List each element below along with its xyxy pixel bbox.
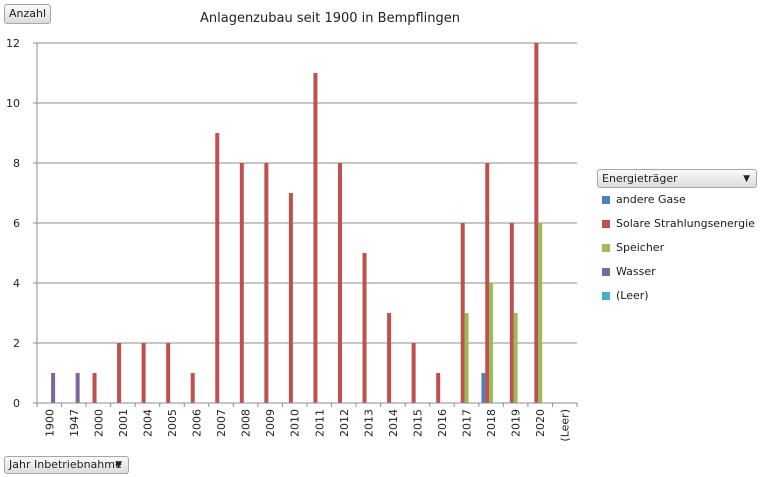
value-field-button[interactable]: Anzahl: [4, 4, 52, 24]
bar-solare-strahlungsenergie-2008: [239, 163, 244, 403]
bar-solare-strahlungsenergie-2020: [534, 43, 539, 403]
legend-item: (Leer): [597, 288, 757, 312]
y-tick-label: 2: [13, 337, 20, 350]
bar-speicher-2019: [513, 313, 518, 403]
bars: [51, 43, 543, 403]
chart-title: Anlagenzubau seit 1900 in Bempflingen: [199, 11, 461, 26]
y-tick-label: 8: [13, 157, 20, 170]
bar-andere-gase-2018: [481, 373, 486, 403]
legend-field-button[interactable]: Energieträger ▼: [597, 169, 757, 188]
bar-wasser-1900: [51, 373, 56, 403]
x-tick-label: 2011: [313, 409, 326, 437]
bar-solare-strahlungsenergie-2011: [313, 73, 318, 403]
bar-solare-strahlungsenergie-2014: [387, 313, 392, 403]
bar-wasser-1947: [75, 373, 80, 403]
legend-item: Speicher: [597, 240, 757, 264]
x-tick-label: 2018: [485, 409, 498, 437]
bar-solare-strahlungsenergie-2018: [485, 163, 490, 403]
y-tick-label: 10: [6, 97, 20, 110]
bar-solare-strahlungsenergie-2005: [166, 343, 171, 403]
legend-swatch: [602, 196, 610, 204]
x-tick-labels: 1900 1947 2000 2001 2004 2005 2006 2007 2008 2009…: [43, 409, 571, 442]
y-tick-labels: 0 2 4 6 8 10 12: [6, 37, 20, 410]
bar-solare-strahlungsenergie-2010: [288, 193, 293, 403]
axes: [33, 42, 578, 407]
bar-solare-strahlungsenergie-2000: [92, 373, 97, 403]
legend-item: Solare Strahlungsenergie: [597, 216, 757, 240]
bar-solare-strahlungsenergie-2006: [190, 373, 195, 403]
legend: andere Gase Solare Strahlungsenergie Speic…: [597, 192, 757, 312]
bar-solare-strahlungsenergie-2001: [117, 343, 122, 403]
x-tick-label: 1900: [43, 409, 56, 437]
x-tick-label: 2001: [117, 409, 130, 437]
legend-swatch: [602, 292, 610, 300]
y-tick-label: 0: [13, 397, 20, 410]
x-tick-label: 2012: [338, 409, 351, 437]
bar-solare-strahlungsenergie-2015: [411, 343, 416, 403]
y-tick-label: 6: [13, 217, 20, 230]
bar-solare-strahlungsenergie-2013: [362, 253, 367, 403]
bar-solare-strahlungsenergie-2007: [215, 133, 220, 403]
bar-speicher-2017: [464, 313, 469, 403]
bar-solare-strahlungsenergie-2012: [337, 163, 342, 403]
y-tick-label: 4: [13, 277, 20, 290]
x-tick-label: 2014: [387, 409, 400, 437]
x-tick-label: 2010: [289, 409, 302, 437]
axis-field-label: Jahr Inbetriebnahme: [9, 458, 122, 471]
x-tick-label: 2019: [510, 409, 523, 437]
x-tick-label: 2008: [240, 409, 253, 437]
x-tick-label: (Leer): [559, 409, 572, 442]
legend-label: Wasser: [616, 265, 656, 278]
legend-label: Speicher: [616, 241, 665, 254]
value-field-label: Anzahl: [9, 7, 47, 20]
x-tick-label: 2016: [436, 409, 449, 437]
x-tick-label: 2009: [264, 409, 277, 437]
bar-solare-strahlungsenergie-2016: [436, 373, 441, 403]
legend-label: (Leer): [616, 289, 649, 302]
bar-solare-strahlungsenergie-2017: [460, 223, 465, 403]
x-tick-label: 2015: [411, 409, 424, 437]
chevron-down-icon[interactable]: ▼: [743, 174, 750, 184]
bar-solare-strahlungsenergie-2009: [264, 163, 269, 403]
x-tick-label: 2005: [166, 409, 179, 437]
legend-swatch: [602, 268, 610, 276]
legend-label: Solare Strahlungsenergie: [616, 217, 755, 230]
x-tick-label: 2020: [534, 409, 547, 437]
bar-speicher-2018: [489, 283, 494, 403]
x-tick-label: 2000: [92, 409, 105, 437]
axis-field-button[interactable]: Jahr Inbetriebnahme ▼: [4, 456, 129, 474]
x-tick-label: 1947: [68, 409, 81, 437]
legend-field-label: Energieträger: [602, 172, 678, 185]
x-tick-label: 2004: [141, 409, 154, 437]
bar-speicher-2020: [538, 223, 543, 403]
x-tick-label: 2006: [191, 409, 204, 437]
y-tick-label: 12: [6, 37, 20, 50]
legend-item: Wasser: [597, 264, 757, 288]
legend-swatch: [602, 244, 610, 252]
x-tick-label: 2013: [362, 409, 375, 437]
legend-label: andere Gase: [616, 193, 686, 206]
legend-swatch: [602, 220, 610, 228]
bar-solare-strahlungsenergie-2004: [141, 343, 146, 403]
x-tick-label: 2007: [215, 409, 228, 437]
chevron-down-icon[interactable]: ▼: [115, 460, 122, 470]
gridlines: [37, 42, 577, 344]
legend-item: andere Gase: [597, 192, 757, 216]
x-tick-label: 2017: [461, 409, 474, 437]
bar-solare-strahlungsenergie-2019: [509, 223, 514, 403]
